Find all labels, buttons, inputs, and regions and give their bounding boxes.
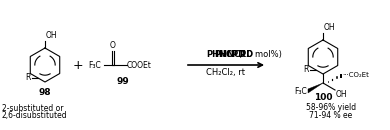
Text: F₃C: F₃C	[88, 60, 101, 70]
Text: +: +	[73, 58, 83, 72]
Text: OH: OH	[46, 31, 57, 40]
Text: 2,6-disubstituted: 2,6-disubstituted	[2, 111, 67, 120]
Text: 99: 99	[117, 77, 129, 86]
Text: COOEt: COOEt	[127, 60, 152, 70]
Text: R: R	[25, 73, 31, 82]
Text: PHNCPD: PHNCPD	[214, 50, 253, 59]
Polygon shape	[308, 83, 323, 93]
Text: 58-96% yield: 58-96% yield	[306, 103, 356, 112]
Text: OH: OH	[323, 23, 335, 32]
Text: ···CO₂Et: ···CO₂Et	[342, 72, 369, 78]
Text: CH₂Cl₂, rt: CH₂Cl₂, rt	[206, 68, 245, 77]
Text: OH: OH	[336, 90, 347, 99]
Text: 100: 100	[314, 93, 332, 102]
Text: R: R	[303, 65, 308, 74]
Text: (10 mol%): (10 mol%)	[236, 50, 282, 59]
Text: F₃C: F₃C	[294, 86, 307, 96]
Text: 98: 98	[39, 88, 51, 97]
Text: O: O	[110, 41, 116, 50]
Text: 71-94 % ee: 71-94 % ee	[309, 111, 353, 120]
Text: PHNCPD: PHNCPD	[206, 50, 246, 59]
Text: 2-substituted or: 2-substituted or	[2, 104, 64, 113]
